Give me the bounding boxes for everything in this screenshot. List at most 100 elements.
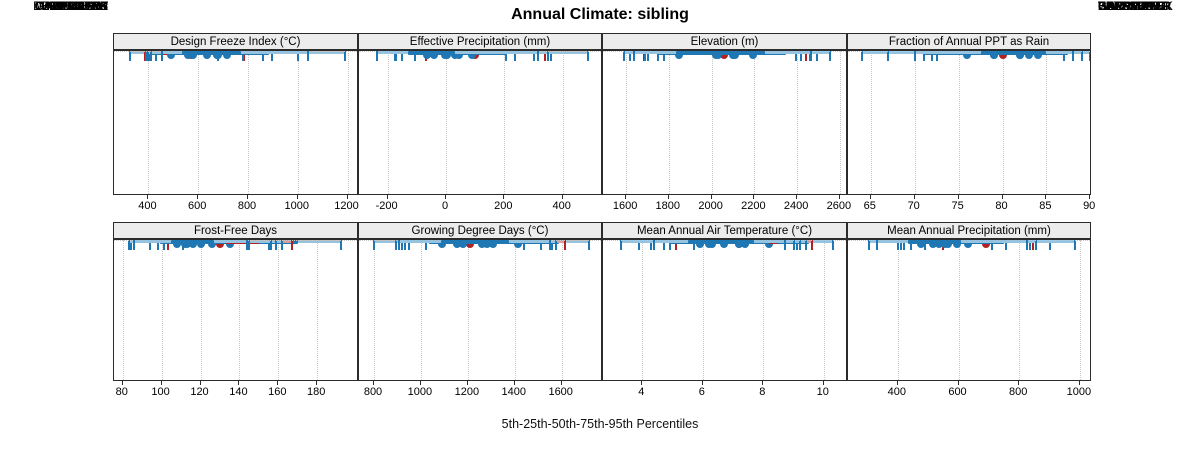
median-dot bbox=[214, 51, 223, 59]
whisker-cap bbox=[662, 240, 665, 250]
median-dot bbox=[928, 240, 937, 248]
axis-tick bbox=[503, 195, 505, 199]
station-label-right: HORROCKS bbox=[1098, 1, 1165, 13]
whisker-cap bbox=[564, 240, 567, 250]
interval-25-75 bbox=[182, 51, 241, 55]
station-label-left: HENEFER bbox=[53, 1, 108, 13]
axis-tick bbox=[121, 381, 123, 385]
whisker-cap bbox=[414, 51, 417, 61]
whisker-cap bbox=[1048, 240, 1051, 250]
whisker-cap bbox=[270, 51, 273, 61]
median-dot bbox=[695, 240, 704, 248]
axis-tick-label: 75 bbox=[951, 200, 964, 212]
panel-plot-mean-annual-air-temperature-c bbox=[602, 239, 847, 381]
station-label-right: BRADSHAW bbox=[1098, 1, 1165, 13]
axis-tick-label: 6 bbox=[698, 386, 705, 398]
station-label-right: BRADSHAW bbox=[1098, 1, 1165, 13]
whisker-cap bbox=[539, 240, 542, 250]
axis-tick bbox=[913, 195, 915, 199]
axis-tick bbox=[199, 381, 201, 385]
axis-tick-label: 1000 bbox=[407, 386, 433, 398]
panel-plot-mean-annual-precipitation-mm bbox=[847, 239, 1091, 381]
axis-tick-label: 1600 bbox=[612, 200, 638, 212]
station-label-right: HORROCKS bbox=[1098, 1, 1165, 13]
grid-line-vertical bbox=[711, 51, 713, 194]
grid-line-vertical bbox=[446, 51, 447, 194]
station-label-right: HENEFER bbox=[1098, 1, 1153, 13]
grid-line-vertical bbox=[278, 240, 280, 380]
axis-tick-label: 180 bbox=[307, 386, 326, 398]
axis-tick-label: 70 bbox=[907, 200, 920, 212]
grid-line-vertical bbox=[248, 51, 249, 194]
whisker-cap bbox=[913, 51, 916, 61]
whisker-cap bbox=[692, 240, 695, 250]
whisker-cap bbox=[133, 240, 136, 250]
station-label-right: HENEFER bbox=[1098, 1, 1153, 13]
panel-title: Fraction of Annual PPT as Rain bbox=[888, 35, 1050, 48]
whisker-cap bbox=[246, 240, 249, 250]
whisker-cap bbox=[1031, 240, 1034, 250]
axis-tick-label: 400 bbox=[887, 386, 906, 398]
median-dot bbox=[466, 240, 475, 248]
axis-tick bbox=[822, 381, 824, 385]
median-dot bbox=[459, 240, 468, 248]
whisker-cap bbox=[1028, 240, 1031, 250]
panel-title: Elevation (m) bbox=[690, 35, 759, 48]
station-label-right: HARKERS bbox=[1098, 1, 1154, 13]
axis-tick bbox=[386, 195, 388, 199]
median-dot bbox=[514, 240, 523, 248]
whisker-cap bbox=[674, 240, 677, 250]
panel-plot-growing-degree-days-c bbox=[358, 239, 602, 381]
station-label-right: WALLSBURG bbox=[1098, 1, 1170, 13]
station-label-right: GAPPMAYER bbox=[1098, 1, 1172, 13]
whisker-cap bbox=[792, 240, 795, 250]
median-dot bbox=[674, 51, 683, 59]
station-label-left: GAPPMAYER bbox=[34, 1, 108, 13]
whisker-cap bbox=[668, 240, 671, 250]
whisker-cap bbox=[629, 51, 632, 61]
whisker-cap bbox=[149, 51, 152, 61]
grid-line-vertical bbox=[161, 240, 163, 380]
median-dot bbox=[934, 240, 943, 248]
whisker-cap bbox=[148, 51, 151, 61]
axis-tick bbox=[753, 195, 755, 199]
grid-line-vertical bbox=[1046, 51, 1048, 194]
station-label-left: HENEFER bbox=[53, 1, 108, 13]
axis-tick-label: 800 bbox=[363, 386, 383, 398]
station-label-left: HORROCKS bbox=[41, 1, 108, 13]
panel-title: Mean Annual Precipitation (mm) bbox=[887, 224, 1051, 237]
whisker-cap bbox=[281, 240, 284, 250]
whisker-cap bbox=[816, 51, 819, 61]
whisker-cap bbox=[551, 240, 554, 250]
axis-tick bbox=[701, 381, 703, 385]
axis-tick bbox=[316, 381, 318, 385]
median-dot bbox=[196, 240, 205, 248]
axis-tick bbox=[796, 195, 798, 199]
whisker-cap bbox=[783, 240, 786, 250]
whisker-cap bbox=[373, 240, 375, 250]
axis-tick-label: 0 bbox=[441, 200, 449, 212]
axis-tick-label: 2200 bbox=[741, 200, 766, 212]
median-dot bbox=[453, 240, 462, 248]
median-dot bbox=[184, 51, 193, 59]
axis-tick-label: 80 bbox=[115, 386, 128, 398]
median-dot bbox=[222, 51, 231, 59]
median-dot bbox=[963, 51, 972, 59]
whisker-cap bbox=[504, 51, 507, 61]
axis-tick bbox=[419, 381, 421, 385]
whisker-cap bbox=[924, 240, 927, 250]
station-label-right: WALLSBURG bbox=[1098, 1, 1170, 13]
grid-line-vertical bbox=[420, 240, 422, 380]
axis-tick bbox=[762, 381, 764, 385]
axis-tick bbox=[710, 195, 712, 199]
whisker-cap bbox=[810, 51, 812, 61]
whisker-cap bbox=[931, 51, 934, 61]
grid-line-vertical bbox=[754, 51, 756, 194]
grid-line-vertical bbox=[1090, 51, 1091, 195]
whisker-cap bbox=[154, 51, 157, 61]
whisker-cap bbox=[344, 51, 347, 61]
axis-tick-label: 1400 bbox=[501, 386, 527, 398]
whisker-cap bbox=[161, 51, 164, 61]
whisker-cap bbox=[243, 51, 246, 61]
whisker-cap bbox=[128, 51, 131, 61]
